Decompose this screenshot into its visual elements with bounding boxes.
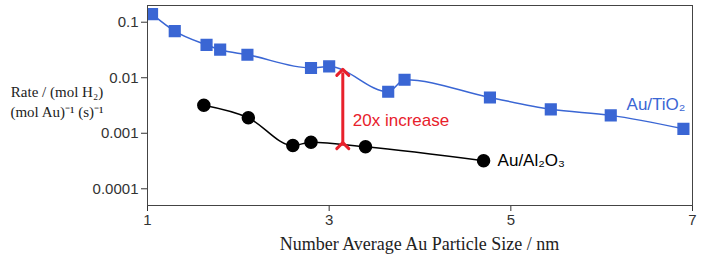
svg-text:7: 7: [688, 211, 696, 228]
html-text:Number Average Au Particle Siz: Number Average Au Particle Size / nm: [279, 234, 560, 254]
svg-text:0.01: 0.01: [109, 69, 138, 86]
svg-text:Au/TiO₂: Au/TiO₂: [627, 95, 686, 114]
svg-text:0.1: 0.1: [118, 13, 139, 30]
svg-text:Au/Al₂O₃: Au/Al₂O₃: [498, 151, 565, 170]
svg-text:1: 1: [143, 211, 151, 228]
svg-text:0.0001: 0.0001: [93, 180, 139, 197]
svg-text:0.001: 0.001: [101, 124, 139, 141]
svg-text:20x increase: 20x increase: [353, 111, 449, 130]
html-text:Rate / (mol H₂) (mol Au)⁻¹ (s): Rate / (mol H₂) (mol Au)⁻¹ (s)⁻¹: [10, 84, 104, 120]
svg-text:5: 5: [507, 211, 515, 228]
svg-text:3: 3: [325, 211, 333, 228]
